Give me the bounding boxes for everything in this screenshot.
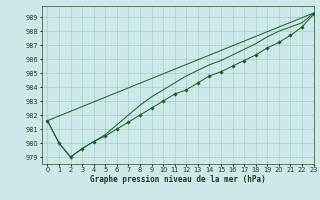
X-axis label: Graphe pression niveau de la mer (hPa): Graphe pression niveau de la mer (hPa) (90, 175, 266, 184)
